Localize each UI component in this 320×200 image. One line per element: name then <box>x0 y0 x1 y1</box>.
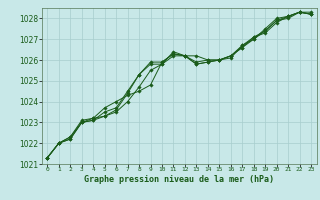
X-axis label: Graphe pression niveau de la mer (hPa): Graphe pression niveau de la mer (hPa) <box>84 175 274 184</box>
